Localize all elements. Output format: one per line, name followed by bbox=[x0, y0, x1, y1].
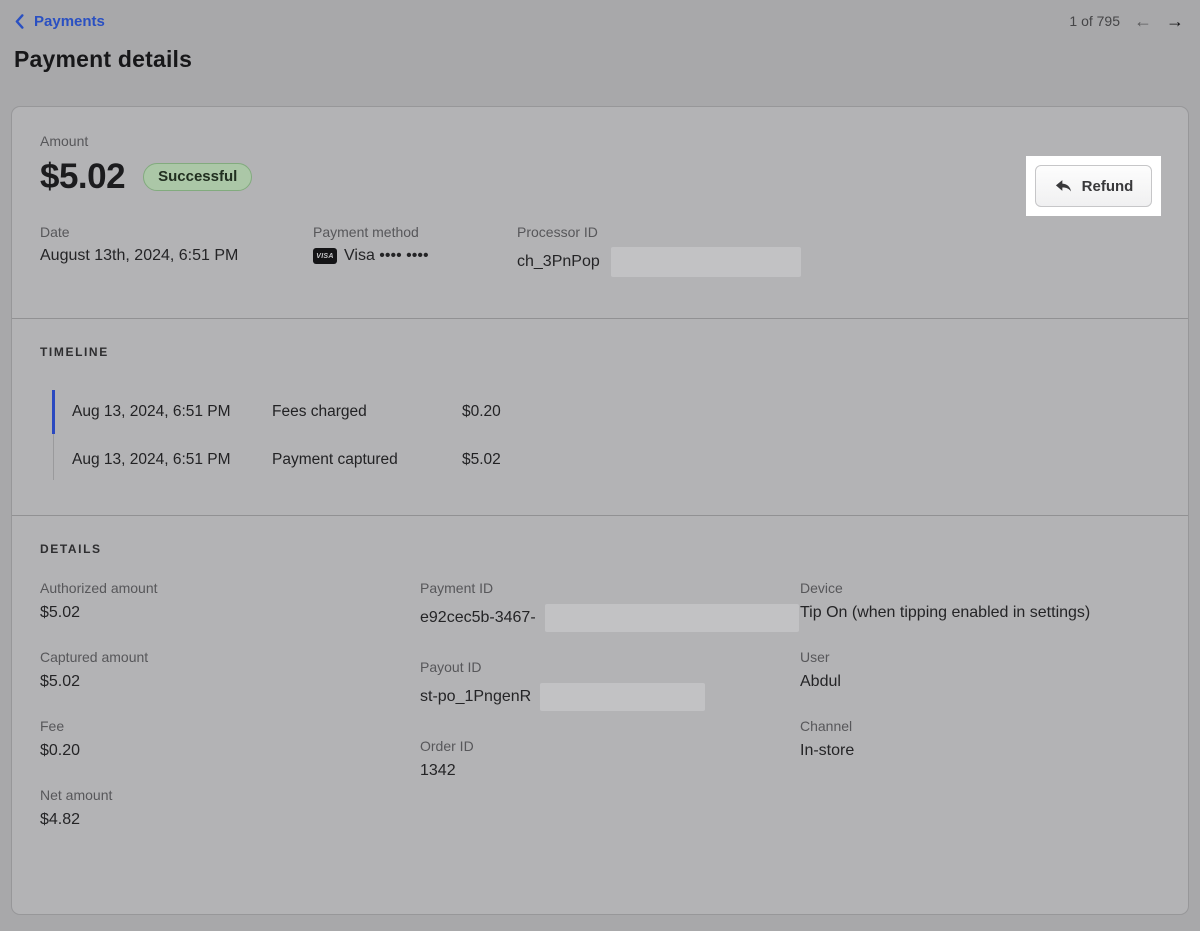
details-column-meta: Device Tip On (when tipping enabled in s… bbox=[800, 580, 1160, 829]
user-label: User bbox=[800, 649, 830, 665]
fee-value: $0.20 bbox=[40, 742, 81, 759]
order-id-label: Order ID bbox=[420, 738, 474, 754]
top-bar: Payments 1 of 795 ← → bbox=[0, 0, 1200, 30]
captured-amount-field: Captured amount $5.02 bbox=[40, 649, 420, 691]
processor-id-field: Processor ID ch_3PnPop bbox=[517, 224, 1160, 277]
fee-field: Fee $0.20 bbox=[40, 718, 420, 760]
date-label: Date bbox=[40, 224, 70, 240]
date-value: August 13th, 2024, 6:51 PM bbox=[40, 247, 239, 264]
timeline-active-marker bbox=[52, 390, 55, 434]
timeline-event-amount: $5.02 bbox=[462, 451, 501, 468]
payment-method-label: Payment method bbox=[313, 224, 419, 240]
timeline-list: Aug 13, 2024, 6:51 PM Fees charged $0.20… bbox=[52, 388, 1160, 484]
device-label: Device bbox=[800, 580, 843, 596]
processor-id-value: ch_3PnPop bbox=[517, 253, 600, 270]
date-field: Date August 13th, 2024, 6:51 PM bbox=[40, 224, 313, 277]
details-section: DETAILS Authorized amount $5.02 Captured… bbox=[12, 515, 1188, 855]
timeline-heading: TIMELINE bbox=[40, 345, 109, 359]
authorized-amount-label: Authorized amount bbox=[40, 580, 158, 596]
payout-id-label: Payout ID bbox=[420, 659, 482, 675]
pagination-position: 1 of 795 bbox=[1069, 13, 1120, 29]
timeline-event-date: Aug 13, 2024, 6:51 PM bbox=[72, 451, 231, 468]
timeline-event-amount: $0.20 bbox=[462, 403, 501, 420]
timeline-track-line bbox=[53, 434, 54, 480]
pagination-next-arrow-icon[interactable]: → bbox=[1166, 11, 1184, 31]
undo-arrow-icon bbox=[1054, 178, 1073, 195]
net-amount-field: Net amount $4.82 bbox=[40, 787, 420, 829]
timeline-event-name: Fees charged bbox=[272, 403, 367, 420]
payment-id-field: Payment ID e92cec5b-3467- bbox=[420, 580, 800, 632]
authorized-amount-value: $5.02 bbox=[40, 604, 81, 621]
summary-section: Amount $5.02 Successful Date August 13th… bbox=[12, 107, 1188, 318]
payment-method-field: Payment method VISA Visa •••• •••• bbox=[313, 224, 517, 277]
processor-id-redaction bbox=[610, 247, 801, 277]
captured-amount-value: $5.02 bbox=[40, 673, 81, 690]
details-column-amounts: Authorized amount $5.02 Captured amount … bbox=[40, 580, 420, 829]
timeline-section: TIMELINE Aug 13, 2024, 6:51 PM Fees char… bbox=[12, 318, 1188, 515]
payment-id-value: e92cec5b-3467- bbox=[420, 609, 536, 626]
refund-button-label: Refund bbox=[1081, 177, 1134, 195]
breadcrumb-label: Payments bbox=[34, 12, 105, 30]
device-field: Device Tip On (when tipping enabled in s… bbox=[800, 580, 1160, 622]
payment-method-value: Visa •••• •••• bbox=[344, 247, 429, 264]
amount-value: $5.02 bbox=[40, 157, 126, 196]
page-title: Payment details bbox=[14, 46, 193, 72]
net-amount-label: Net amount bbox=[40, 787, 113, 803]
timeline-event-row: Aug 13, 2024, 6:51 PM Payment captured $… bbox=[72, 436, 1160, 484]
user-field: User Abdul bbox=[800, 649, 1160, 691]
device-value: Tip On (when tipping enabled in settings… bbox=[800, 604, 1091, 621]
net-amount-value: $4.82 bbox=[40, 811, 81, 828]
payment-id-redaction bbox=[544, 604, 799, 632]
pagination-prev-arrow-icon[interactable]: ← bbox=[1134, 11, 1152, 31]
payout-id-field: Payout ID st-po_1PngenR bbox=[420, 659, 800, 711]
order-id-field: Order ID 1342 bbox=[420, 738, 800, 780]
timeline-event-name: Payment captured bbox=[272, 451, 398, 468]
payment-id-label: Payment ID bbox=[420, 580, 494, 596]
refund-button[interactable]: Refund bbox=[1035, 165, 1152, 207]
amount-label: Amount bbox=[40, 133, 89, 149]
visa-card-icon: VISA bbox=[313, 248, 337, 264]
chevron-left-icon bbox=[14, 13, 25, 29]
user-value: Abdul bbox=[800, 673, 841, 690]
channel-value: In-store bbox=[800, 742, 855, 759]
pagination: 1 of 795 ← → bbox=[1069, 12, 1184, 30]
channel-field: Channel In-store bbox=[800, 718, 1160, 760]
authorized-amount-field: Authorized amount $5.02 bbox=[40, 580, 420, 622]
order-id-value: 1342 bbox=[420, 762, 456, 779]
channel-label: Channel bbox=[800, 718, 853, 734]
status-badge: Successful bbox=[143, 163, 253, 191]
captured-amount-label: Captured amount bbox=[40, 649, 149, 665]
processor-id-label: Processor ID bbox=[517, 224, 598, 240]
details-column-ids: Payment ID e92cec5b-3467- Payout ID st-p… bbox=[420, 580, 800, 829]
fee-label: Fee bbox=[40, 718, 65, 734]
breadcrumb-back-payments[interactable]: Payments bbox=[14, 13, 105, 30]
timeline-event-row: Aug 13, 2024, 6:51 PM Fees charged $0.20 bbox=[72, 388, 1160, 436]
details-heading: DETAILS bbox=[40, 542, 102, 556]
payment-details-card: Amount $5.02 Successful Date August 13th… bbox=[12, 107, 1188, 914]
payout-id-value: st-po_1PngenR bbox=[420, 688, 532, 705]
refund-highlight-box: Refund bbox=[1026, 156, 1161, 216]
timeline-event-date: Aug 13, 2024, 6:51 PM bbox=[72, 403, 231, 420]
payout-id-redaction bbox=[540, 683, 706, 711]
